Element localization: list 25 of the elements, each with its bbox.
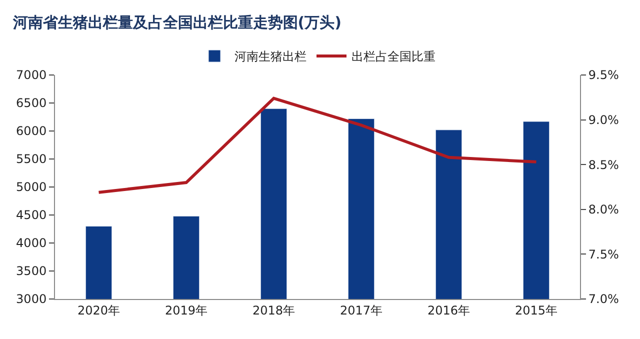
y-tick-label: 4000 [16, 236, 47, 250]
x-tick-label: 2016年 [427, 303, 470, 318]
y-tick-label: 6500 [16, 96, 47, 110]
y2-tick-label: 8.0% [588, 202, 619, 217]
y-tick-label: 3000 [16, 292, 47, 306]
y2-tick-label: 7.0% [588, 292, 619, 306]
y2-tick-label: 8.5% [588, 158, 619, 172]
chart-title: 河南省生猪出栏量及占全国出栏比重走势图(万头) [12, 13, 342, 32]
line-series [97, 96, 538, 194]
y2-tick-label: 7.5% [588, 247, 619, 262]
x-tick-label: 2017年 [340, 303, 383, 318]
legend-label: 河南生猪出栏 [234, 50, 306, 64]
y-tick-label: 7000 [16, 68, 47, 82]
y2-tick-label: 9.5% [588, 68, 619, 82]
x-tick-label: 2018年 [252, 303, 296, 318]
x-tick-label: 2020年 [77, 303, 120, 318]
legend-label: 出栏占全国比重 [352, 50, 436, 64]
y2-tick-label: 9.0% [588, 113, 619, 127]
y-tick-label: 3500 [16, 264, 47, 278]
y-tick-label: 5000 [16, 180, 47, 194]
x-tick-label: 2019年 [164, 303, 208, 318]
y-tick-label: 4500 [16, 208, 47, 222]
y-tick-label: 6000 [16, 124, 47, 138]
y-tick-label: 5500 [16, 152, 47, 166]
x-tick-label: 2015年 [514, 303, 558, 318]
